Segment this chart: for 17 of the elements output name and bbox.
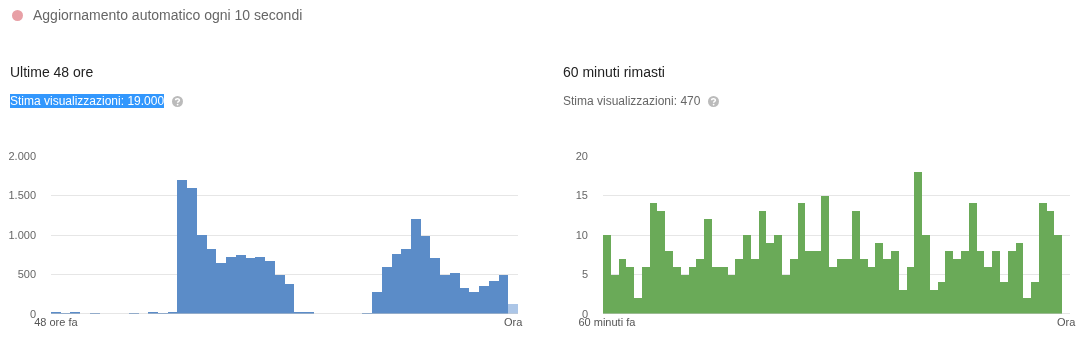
chart-subtitle: Stima visualizzazioni: 19.000 [10,94,165,108]
chart-title: 60 minuti rimasti [563,64,665,80]
y-tick-label: 20 [575,149,588,162]
y-tick-label: 500 [17,268,36,281]
x-tick-label: 48 ore fa [34,316,79,328]
y-tick-label: 1.500 [8,189,36,202]
chart-subtitle: Stima visualizzazioni: 470 [563,94,701,108]
y-tick-label: 0 [29,307,36,320]
y-tick-label: 15 [575,189,588,202]
y-tick-label: 1.000 [8,228,36,241]
y-tick-label: 2.000 [8,149,36,162]
x-tick-label: Ora [1056,316,1077,328]
y-tick-label: 5 [581,268,588,281]
text: Aggiornamento automatico ogni 10 secondi [33,7,303,23]
chart-title: Ultime 48 ore [10,64,94,80]
x-tick-label: Ora [503,316,524,328]
y-tick-label: 10 [575,228,588,241]
